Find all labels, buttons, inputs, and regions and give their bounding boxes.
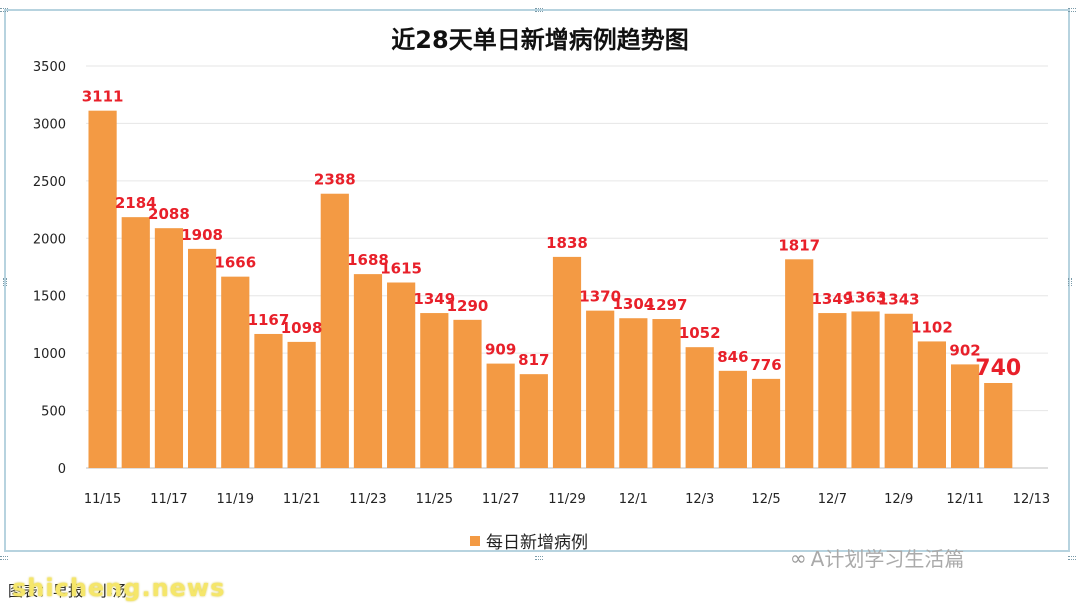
y-tick-label: 2500 [33, 175, 66, 190]
x-tick-label: 11/25 [416, 492, 453, 507]
data-label: 776 [750, 356, 781, 374]
bar [917, 341, 946, 468]
data-label: 1838 [546, 234, 588, 252]
data-label: 909 [485, 341, 516, 359]
wechat-icon: ∞ [790, 545, 807, 570]
data-label: 1290 [447, 297, 489, 315]
data-label: 846 [717, 348, 748, 366]
data-label: 1666 [214, 254, 256, 272]
bar [950, 364, 980, 468]
legend-label: 每日新增病例 [486, 533, 588, 553]
bar [221, 276, 250, 468]
bar [320, 193, 349, 469]
bar [486, 363, 515, 468]
data-label: 1304 [612, 295, 654, 313]
bar [984, 383, 1013, 468]
legend: 每日新增病例 [470, 528, 588, 553]
data-label: 2088 [148, 205, 190, 223]
x-tick-label: 12/7 [818, 492, 847, 507]
data-label: 1167 [248, 311, 290, 329]
bar [619, 318, 648, 468]
bar [154, 228, 184, 468]
x-tick-label: 12/11 [946, 492, 983, 507]
data-label: 1615 [380, 260, 422, 278]
data-label: 1363 [845, 288, 887, 306]
bar [785, 259, 814, 468]
watermark-text: A计划学习生活篇 [810, 547, 965, 571]
bar [685, 347, 714, 468]
bar [652, 319, 681, 468]
bars [88, 110, 1013, 469]
data-label: 2388 [314, 171, 356, 189]
y-tick-label: 1500 [33, 290, 66, 305]
data-label: 1297 [646, 296, 688, 314]
data-label: 1343 [878, 291, 920, 309]
x-tick-label: 11/17 [150, 492, 187, 507]
chart-title: 近28天单日新增病例趋势图 [391, 26, 689, 54]
y-tick-label: 2000 [33, 232, 66, 247]
data-label: 1052 [679, 324, 721, 342]
x-tick-label: 11/29 [548, 492, 585, 507]
x-tick-label: 11/21 [283, 492, 320, 507]
y-tick-label: 3500 [33, 60, 66, 75]
y-tick-label: 500 [41, 405, 66, 420]
x-tick-label: 11/27 [482, 492, 519, 507]
bar [88, 110, 117, 468]
data-label: 740 [975, 356, 1021, 381]
data-label: 1349 [812, 290, 854, 308]
bar [387, 282, 416, 468]
x-tick-label: 12/5 [751, 492, 780, 507]
bar [254, 333, 283, 468]
data-label: 1370 [579, 288, 621, 306]
y-tick-label: 1000 [33, 347, 66, 362]
data-label: 1817 [778, 236, 820, 254]
legend-swatch [470, 535, 480, 546]
bar [420, 313, 449, 468]
data-label: 1908 [181, 226, 223, 244]
watermark: ∞ A计划学习生活篇 [790, 543, 964, 572]
bar [453, 319, 482, 468]
bar [818, 313, 847, 468]
site-watermark: shicheng.news [12, 574, 226, 602]
data-label: 1688 [347, 251, 389, 269]
x-axis: 11/15 11/17 11/19 11/21 11/23 11/25 11/27 11/29… [84, 492, 1050, 507]
x-tick-label: 11/23 [349, 492, 386, 507]
y-tick-label: 3000 [33, 117, 66, 132]
bar [121, 217, 150, 468]
x-tick-label: 12/13 [1013, 492, 1050, 507]
x-tick-label: 11/15 [84, 492, 121, 507]
bar [353, 274, 383, 468]
bar [188, 248, 217, 468]
data-label: 1102 [911, 318, 953, 336]
data-label: 817 [518, 351, 549, 369]
data-label: 3111 [82, 88, 124, 106]
data-label: 902 [949, 341, 980, 359]
bar [552, 256, 582, 468]
data-label: 1349 [413, 290, 455, 308]
x-tick-label: 12/1 [619, 492, 648, 507]
bar [751, 378, 781, 468]
bar [287, 341, 316, 468]
data-label: 1098 [281, 319, 323, 337]
x-tick-label: 12/3 [685, 492, 714, 507]
bar [884, 313, 913, 468]
data-label: 2184 [115, 194, 157, 212]
bar [851, 311, 880, 468]
bar [519, 374, 548, 468]
source-note: 图表：早报 · 小汤 [8, 582, 128, 600]
x-tick-label: 11/19 [217, 492, 254, 507]
bar [586, 310, 615, 468]
y-tick-label: 0 [58, 462, 66, 477]
bar [718, 370, 747, 468]
x-tick-label: 12/9 [884, 492, 913, 507]
